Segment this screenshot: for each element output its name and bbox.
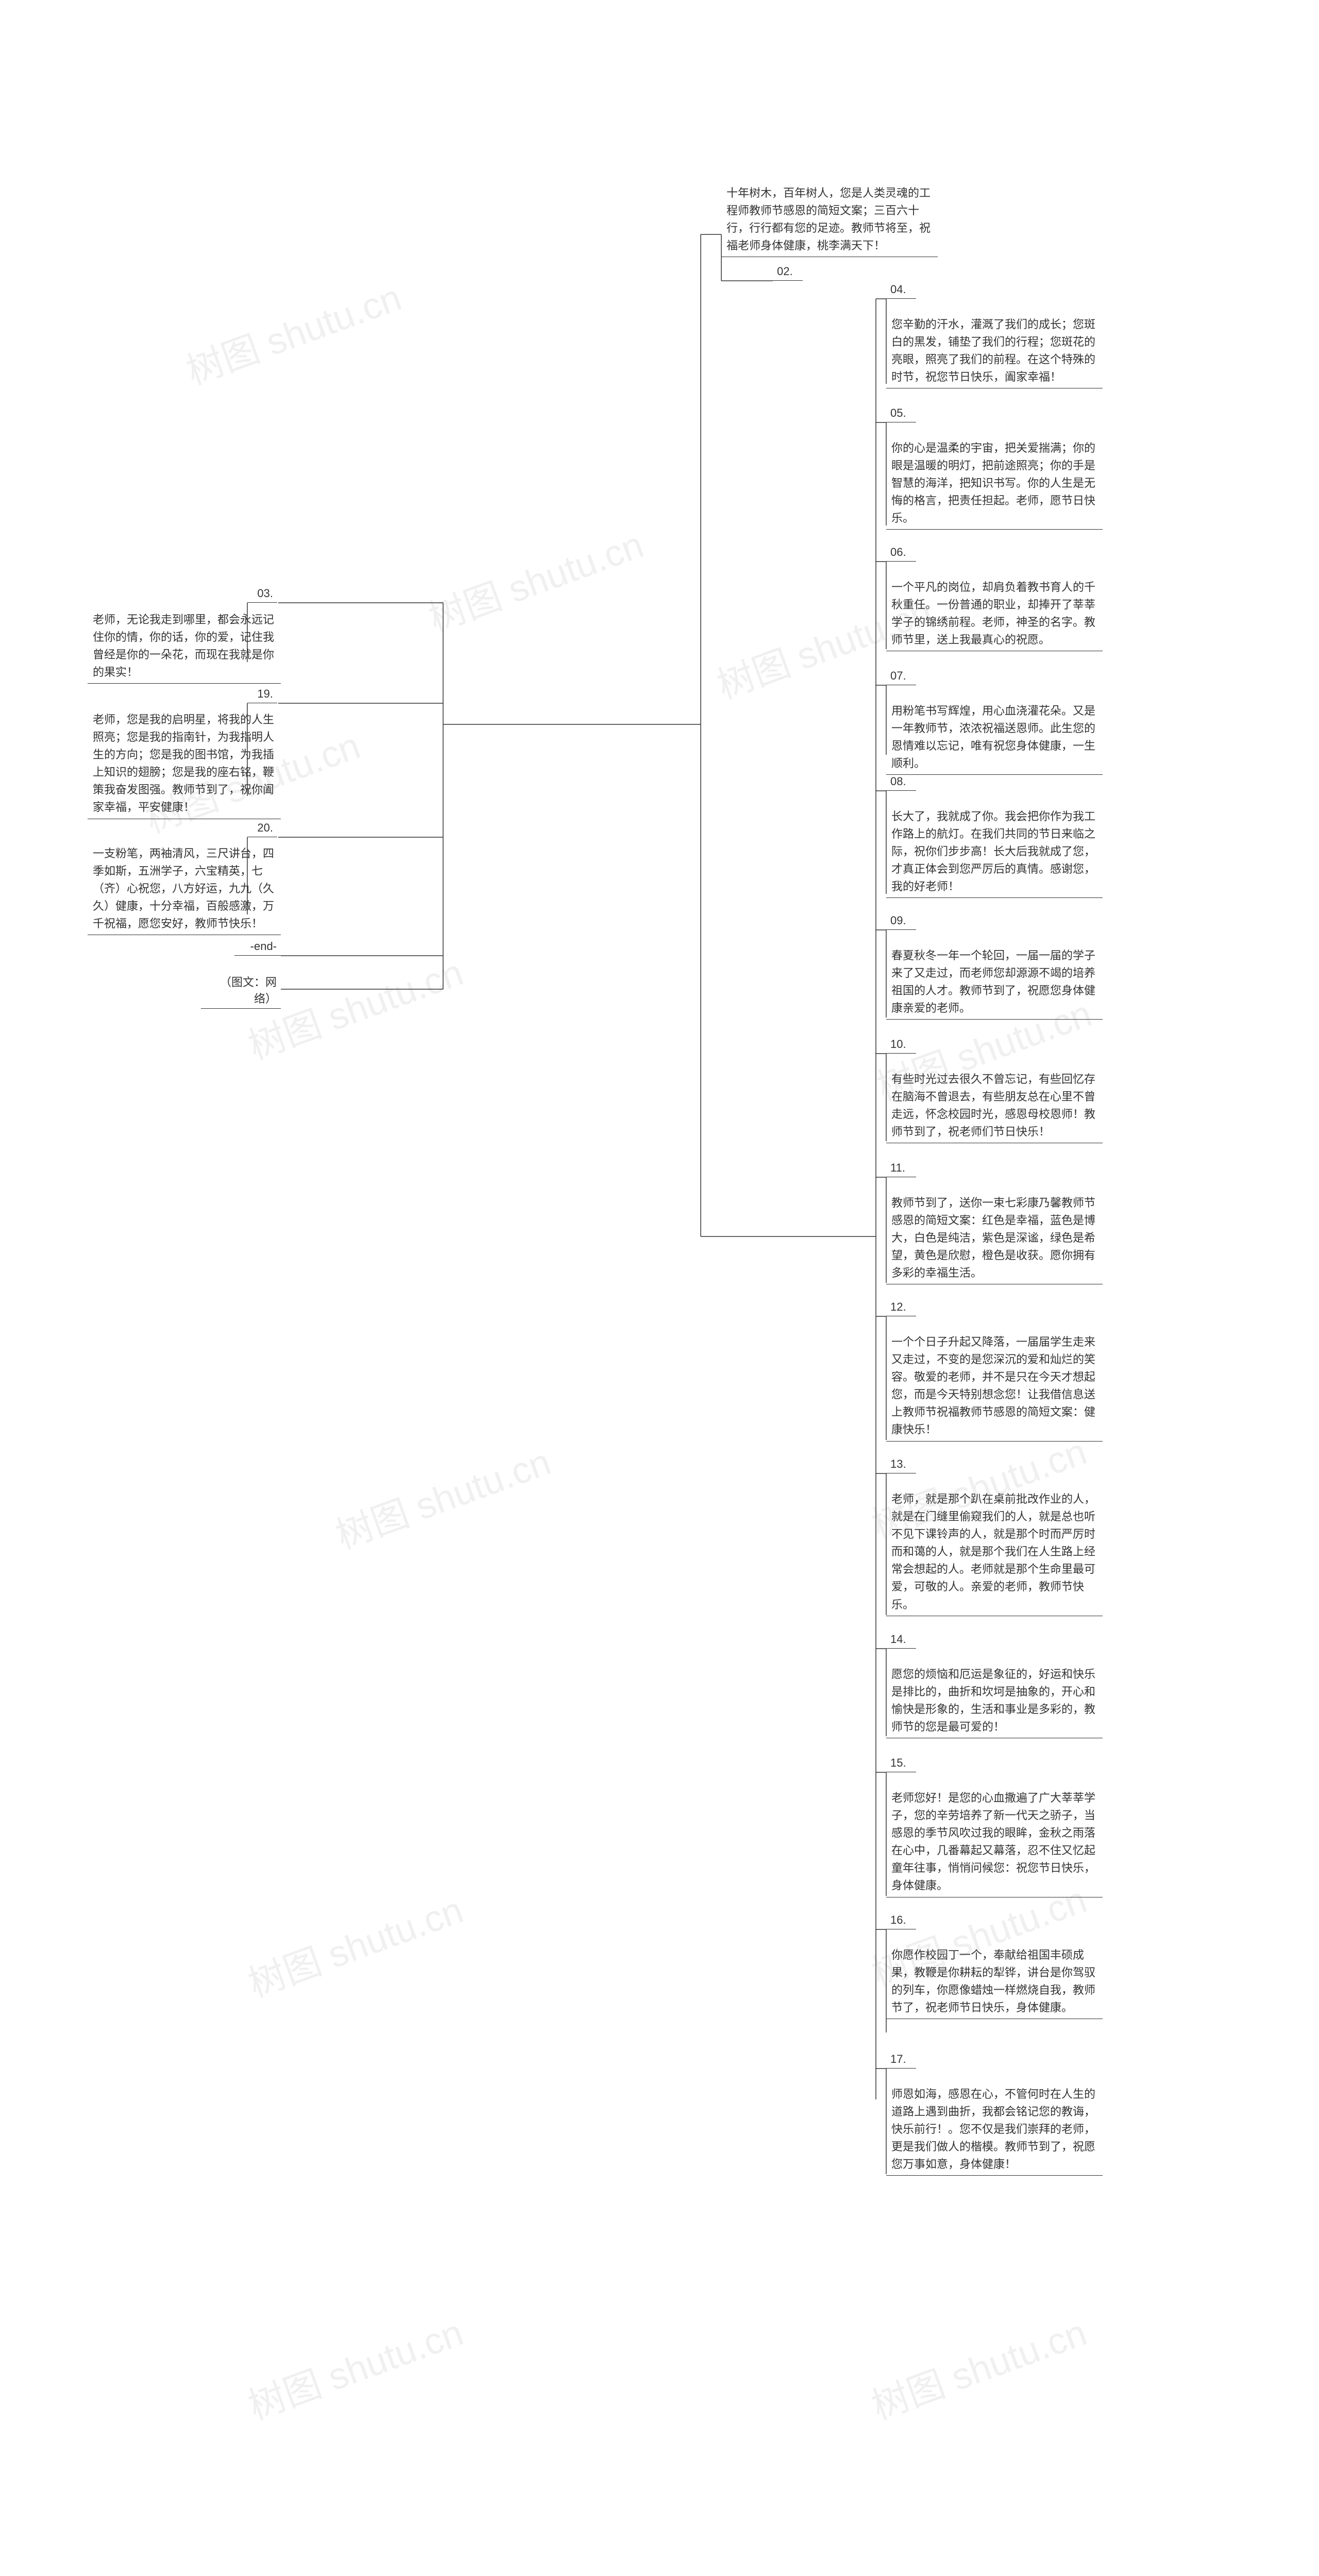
- node-label-14: 14.: [886, 1631, 916, 1649]
- node-text-14: 愿您的烦恼和厄运是象征的，好运和快乐是排比的，曲折和坎坷是抽象的，开心和愉快是形…: [886, 1662, 1103, 1738]
- node-text-11: 教师节到了，送你一束七彩康乃馨教师节感恩的简短文案：红色是幸福，蓝色是博大，白色…: [886, 1190, 1103, 1284]
- node-text-08: 长大了，我就成了你。我会把你作为我工作路上的航灯。在我们共同的节日来临之际，祝你…: [886, 804, 1103, 898]
- node-label-source: （图文：网络）: [201, 971, 281, 1009]
- node-text-19: 老师，您是我的启明星，将我的人生照亮；您是我的指南针，为我指明人生的方向；您是我…: [88, 707, 281, 819]
- node-label-15: 15.: [886, 1754, 916, 1772]
- node-label-08: 08.: [886, 773, 916, 791]
- node-label-10: 10.: [886, 1036, 916, 1054]
- node-label-19: 19.: [247, 685, 277, 703]
- node-text-06: 一个平凡的岗位，却肩负着教书育人的千秋重任。一份普通的职业，却捧开了莘莘学子的锦…: [886, 574, 1103, 651]
- watermark: 树图 shutu.cn: [240, 2302, 469, 2430]
- node-label-end: -end-: [234, 938, 281, 956]
- node-text-top: 十年树木，百年树人，您是人类灵魂的工程师教师节感恩的简短文案；三百六十行，行行都…: [721, 180, 938, 257]
- node-label-03: 03.: [247, 585, 277, 603]
- connector-lines: [0, 0, 1319, 2576]
- node-text-04: 您辛勤的汗水，灌溉了我们的成长；您斑白的黑发，铺垫了我们的行程；您斑花的亮眼，照…: [886, 312, 1103, 388]
- node-text-07: 用粉笔书写辉煌，用心血浇灌花朵。又是一年教师节，浓浓祝福送恩师。此生您的恩情难以…: [886, 698, 1103, 775]
- node-label-20: 20.: [247, 819, 277, 837]
- node-text-15: 老师您好！是您的心血撒遍了广大莘莘学子，您的辛劳培养了新一代天之骄子，当感恩的季…: [886, 1785, 1103, 1897]
- node-text-20: 一支粉笔，两袖清风，三尺讲台，四季如斯，五洲学子，六宝精英，七（齐）心祝您，八方…: [88, 841, 281, 935]
- watermark: 树图 shutu.cn: [178, 267, 408, 395]
- node-label-04: 04.: [886, 281, 916, 299]
- node-label-09: 09.: [886, 912, 916, 930]
- watermark: 树图 shutu.cn: [240, 1880, 469, 2008]
- node-text-10: 有些时光过去很久不曾忘记，有些回忆存在脑海不曾退去，有些朋友总在心里不曾走远，怀…: [886, 1066, 1103, 1143]
- watermark: 树图 shutu.cn: [863, 2302, 1093, 2430]
- node-label-07: 07.: [886, 667, 916, 685]
- watermark: 树图 shutu.cn: [420, 515, 650, 642]
- node-label-13: 13.: [886, 1455, 916, 1473]
- node-text-05: 你的心是温柔的宇宙，把关爱揣满；你的眼是温暖的明灯，把前途照亮；你的手是智慧的海…: [886, 435, 1103, 530]
- watermark: 树图 shutu.cn: [327, 1432, 557, 1560]
- node-label-06: 06.: [886, 544, 916, 562]
- node-text-17: 师恩如海，感恩在心，不管何时在人生的道路上遇到曲折，我都会铭记您的教诲，快乐前行…: [886, 2081, 1103, 2176]
- node-label-17: 17.: [886, 2050, 916, 2069]
- node-label-16: 16.: [886, 1911, 916, 1929]
- node-text-12: 一个个日子升起又降落，一届届学生走来又走过，不变的是您深沉的爱和灿烂的笑容。敬爱…: [886, 1329, 1103, 1442]
- node-text-16: 你愿作校园丁一个，奉献给祖国丰硕成果，教鞭是你耕耘的犁铧，讲台是你驾驭的列车，你…: [886, 1942, 1103, 2019]
- node-text-09: 春夏秋冬一年一个轮回，一届一届的学子来了又走过，而老师您却源源不竭的培养祖国的人…: [886, 943, 1103, 1020]
- node-label-02: 02.: [773, 263, 803, 281]
- node-text-13: 老师，就是那个趴在桌前批改作业的人，就是在门缝里偷窥我们的人，就是总也听不见下课…: [886, 1486, 1103, 1616]
- node-label-05: 05.: [886, 404, 916, 422]
- node-label-11: 11.: [886, 1159, 916, 1177]
- node-label-12: 12.: [886, 1298, 916, 1316]
- node-text-03: 老师，无论我走到哪里，都会永远记住你的情，你的话，你的爱，记住我曾经是你的一朵花…: [88, 607, 281, 684]
